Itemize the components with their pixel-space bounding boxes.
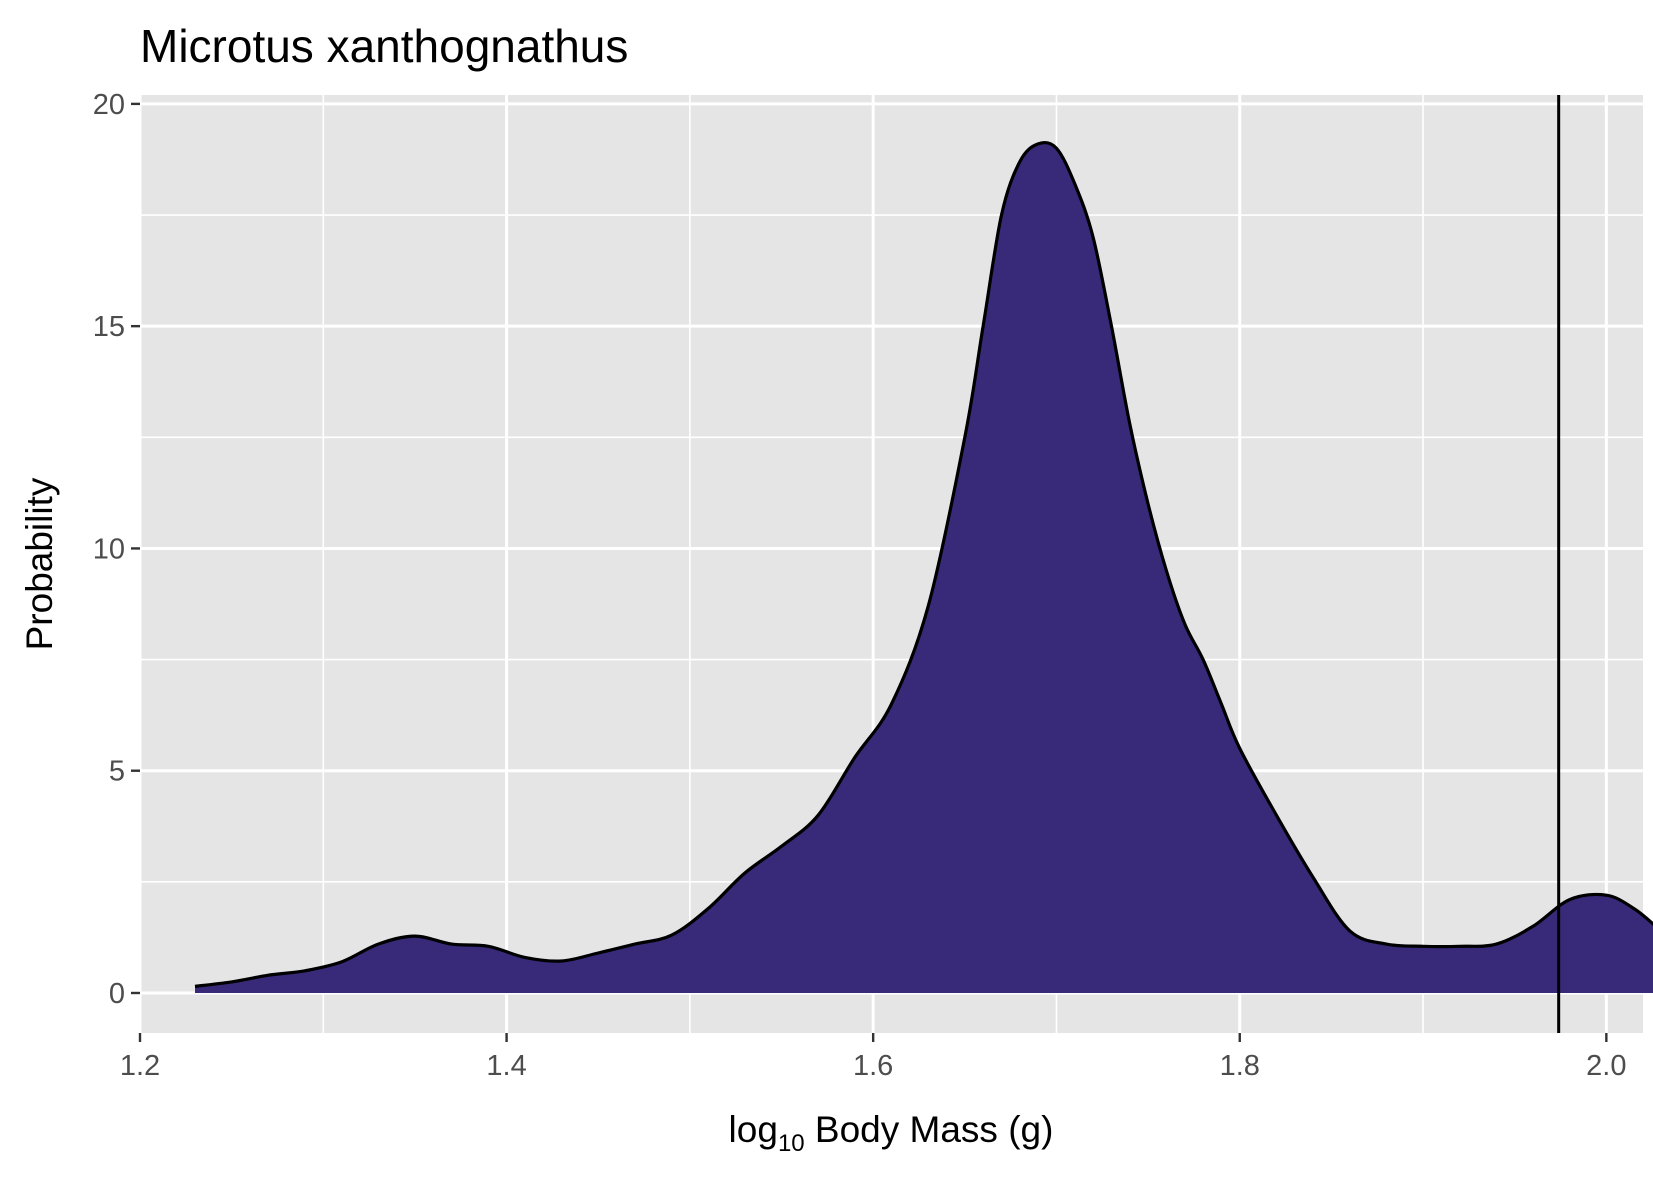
x-tick-label: 1.2 <box>120 1050 160 1082</box>
x-tick-label: 1.8 <box>1220 1050 1260 1082</box>
x-axis-title-rest: Body Mass (g) <box>805 1109 1054 1150</box>
y-tick-label: 20 <box>93 89 125 121</box>
x-axis-title-log: log <box>729 1109 778 1150</box>
x-tick-label: 1.4 <box>486 1050 526 1082</box>
chart-title: Microtus xanthognathus <box>140 20 628 72</box>
y-tick-label: 10 <box>93 533 125 565</box>
x-axis: 1.2 1.4 1.6 1.8 2.0 <box>120 1033 1627 1082</box>
y-tick-label: 15 <box>93 311 125 343</box>
x-axis-title: log10 Body Mass (g) <box>729 1109 1054 1157</box>
x-axis-title-subscript: 10 <box>778 1130 805 1157</box>
x-tick-label: 2.0 <box>1586 1050 1626 1082</box>
y-axis: 0 5 10 15 20 <box>93 89 140 1010</box>
y-tick-label: 0 <box>109 978 125 1010</box>
x-tick-label: 1.6 <box>853 1050 893 1082</box>
y-axis-title: Probability <box>19 477 60 650</box>
y-tick-label: 5 <box>109 756 125 788</box>
density-line <box>194 140 1653 988</box>
density-area <box>195 142 1653 993</box>
